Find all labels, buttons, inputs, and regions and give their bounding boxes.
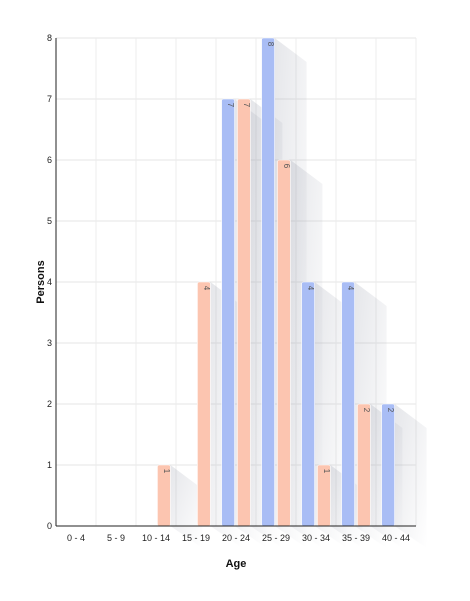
bar-value-label: 4: [306, 286, 315, 291]
bar-value-label: 4: [202, 286, 211, 291]
bar: [197, 281, 211, 527]
bar-value-label: 2: [386, 408, 395, 413]
bar: [277, 159, 291, 527]
bars: 7 8 4 4 2 1 4 7 6 1 2: [157, 37, 395, 527]
x-axis-title: Age: [226, 558, 247, 570]
bar: [261, 37, 275, 527]
x-tick-label: 25 - 29: [262, 533, 290, 543]
bar: [301, 281, 315, 527]
y-tick-label: 0: [47, 521, 52, 531]
y-tick-label: 6: [47, 155, 52, 165]
bar-value-label: 6: [282, 164, 291, 169]
y-tick-label: 4: [47, 277, 52, 287]
bar-shadow: [170, 465, 203, 548]
axes: [55, 38, 416, 527]
bar-value-label: 1: [162, 469, 171, 474]
x-tick-label: 0 - 4: [67, 533, 85, 543]
bar: [381, 403, 395, 527]
bar-shadow: [394, 404, 427, 548]
y-tick-label: 7: [47, 94, 52, 104]
bar: [357, 403, 371, 527]
x-tick-label: 35 - 39: [342, 533, 370, 543]
bar: [237, 98, 251, 527]
x-tick-label: 15 - 19: [182, 533, 210, 543]
bar: [341, 281, 355, 527]
y-tick-label: 2: [47, 399, 52, 409]
bar: [317, 464, 331, 527]
bar-value-label: 8: [266, 42, 275, 47]
x-tick-label: 30 - 34: [302, 533, 330, 543]
y-axis-title: Persons: [35, 260, 47, 303]
x-tick-label: 10 - 14: [142, 533, 170, 543]
bar-value-label: 7: [242, 103, 251, 108]
bar: [157, 464, 171, 527]
y-tick-label: 1: [47, 460, 52, 470]
y-tick-label: 5: [47, 216, 52, 226]
x-tick-label: 40 - 44: [382, 533, 410, 543]
x-tick-label: 20 - 24: [222, 533, 250, 543]
bar-value-label: 2: [362, 408, 371, 413]
bar-value-label: 7: [226, 103, 235, 108]
bar: [221, 98, 235, 527]
bar-value-label: 1: [322, 469, 331, 474]
y-tick-label: 8: [47, 33, 52, 43]
y-tick-label: 3: [47, 338, 52, 348]
x-tick-label: 5 - 9: [107, 533, 125, 543]
bar-value-label: 4: [346, 286, 355, 291]
tick-labels: 0 1 2 3 4 5 6 7 8 0 - 4 5 - 9 10 - 14 15 - 19 20 - 24…: [47, 33, 410, 543]
